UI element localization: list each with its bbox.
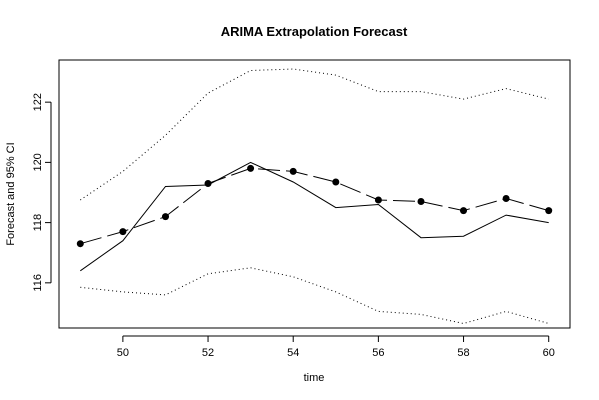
- forecast-point: [374, 196, 382, 204]
- forecast-point: [119, 228, 127, 236]
- actual-line: [80, 161, 549, 272]
- forecast-point: [76, 240, 84, 248]
- y-tick-label: 120: [32, 153, 44, 171]
- y-tick-label: 116: [32, 274, 44, 292]
- x-tick-label: 50: [117, 347, 129, 359]
- chart-title: ARIMA Extrapolation Forecast: [221, 24, 408, 39]
- forecast-point: [162, 213, 169, 221]
- x-tick-label: 56: [372, 347, 384, 359]
- x-tick-label: 58: [457, 347, 469, 359]
- x-tick-label: 52: [202, 347, 214, 359]
- plot-area-frame: [58, 59, 571, 329]
- forecast-line: [80, 167, 549, 245]
- forecast-point: [417, 198, 425, 205]
- x-axis-label: time: [304, 372, 325, 384]
- forecast-point: [545, 207, 553, 215]
- x-tick-label: 60: [543, 347, 555, 359]
- y-axis-label: Forecast and 95% CI: [5, 142, 17, 245]
- y-tick-label: 122: [32, 93, 44, 111]
- x-tick-label: 54: [287, 347, 299, 359]
- y-axis: 116 118 120 122: [32, 93, 52, 292]
- forecast-point: [502, 195, 510, 202]
- y-tick-label: 118: [32, 214, 44, 232]
- forecast-point: [460, 207, 467, 215]
- x-axis: 50 52 54 56 58 60: [117, 335, 555, 359]
- forecast-point: [332, 178, 340, 186]
- forecast-point: [289, 167, 297, 175]
- series-layer: [76, 68, 553, 325]
- forecast-point: [247, 164, 255, 172]
